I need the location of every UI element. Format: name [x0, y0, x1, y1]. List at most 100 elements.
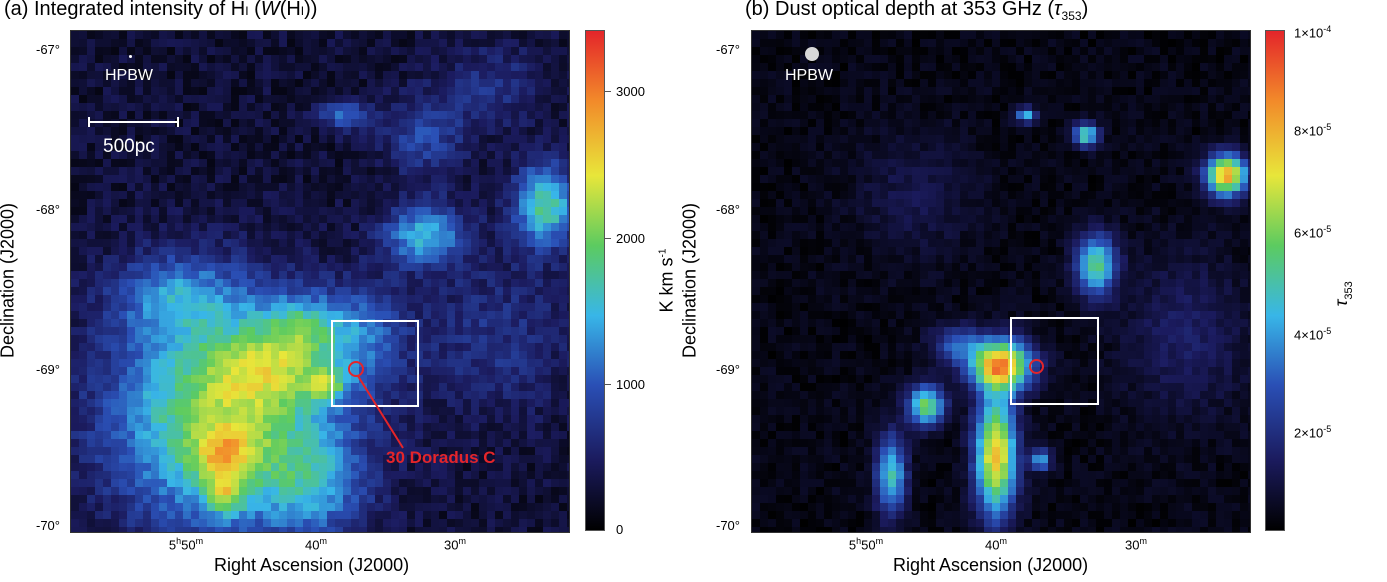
heatmap-cell	[503, 39, 511, 47]
heatmap-cell	[255, 415, 263, 423]
heatmap-cell	[535, 359, 543, 367]
heatmap-cell	[199, 31, 207, 39]
heatmap-cell	[135, 447, 143, 455]
heatmap-cell	[151, 487, 159, 495]
heatmap-cell	[976, 71, 984, 79]
heatmap-cell	[768, 39, 776, 47]
heatmap-cell	[527, 159, 535, 167]
heatmap-cell	[223, 39, 231, 47]
heatmap-cell	[175, 319, 183, 327]
heatmap-cell	[247, 39, 255, 47]
heatmap-cell	[79, 303, 87, 311]
heatmap-cell	[1112, 143, 1120, 151]
heatmap-cell	[816, 111, 824, 119]
heatmap-cell	[1064, 151, 1072, 159]
heatmap-cell	[135, 175, 143, 183]
heatmap-cell	[567, 95, 569, 103]
heatmap-cell	[359, 95, 367, 103]
heatmap-cell	[375, 39, 383, 47]
heatmap-cell	[135, 383, 143, 391]
heatmap-cell	[111, 319, 119, 327]
heatmap-cell	[1056, 47, 1064, 55]
heatmap-cell	[487, 55, 495, 63]
heatmap-cell	[135, 303, 143, 311]
heatmap-cell	[431, 183, 439, 191]
heatmap-cell	[135, 415, 143, 423]
heatmap-cell	[335, 87, 343, 95]
heatmap-cell	[407, 47, 415, 55]
heatmap-cell	[119, 55, 127, 63]
heatmap-cell	[551, 159, 559, 167]
heatmap-cell	[543, 223, 551, 231]
heatmap-cell	[287, 271, 295, 279]
heatmap-cell	[215, 495, 223, 503]
heatmap-cell	[551, 527, 559, 532]
heatmap-cell	[247, 135, 255, 143]
heatmap-cell	[327, 31, 335, 39]
heatmap-cell	[864, 143, 872, 151]
heatmap-cell	[111, 519, 119, 527]
heatmap-cell	[1192, 103, 1200, 111]
heatmap-cell	[535, 311, 543, 319]
heatmap-cell	[551, 471, 559, 479]
heatmap-cell	[183, 63, 191, 71]
heatmap-cell	[527, 143, 535, 151]
heatmap-cell	[1152, 103, 1160, 111]
heatmap-cell	[247, 415, 255, 423]
heatmap-cell	[543, 375, 551, 383]
heatmap-cell	[808, 63, 816, 71]
heatmap-cell	[263, 39, 271, 47]
heatmap-cell	[455, 303, 463, 311]
heatmap-cell	[792, 39, 800, 47]
heatmap-cell	[103, 391, 111, 399]
heatmap-cell	[1056, 119, 1064, 127]
heatmap-cell	[327, 95, 335, 103]
heatmap-cell	[431, 455, 439, 463]
heatmap-cell	[383, 167, 391, 175]
heatmap-cell	[495, 415, 503, 423]
heatmap-cell	[1136, 39, 1144, 47]
heatmap-cell	[920, 103, 928, 111]
heatmap-cell	[519, 231, 527, 239]
heatmap-cell	[119, 359, 127, 367]
heatmap-cell	[175, 247, 183, 255]
heatmap-cell	[231, 479, 239, 487]
heatmap-cell	[127, 103, 135, 111]
heatmap-cell	[335, 487, 343, 495]
heatmap-cell	[391, 303, 399, 311]
heatmap-cell	[567, 399, 569, 407]
heatmap-cell	[447, 55, 455, 63]
heatmap-cell	[263, 119, 271, 127]
heatmap-cell	[1200, 103, 1208, 111]
heatmap-cell	[343, 31, 351, 39]
heatmap-cell	[519, 503, 527, 511]
heatmap-cell	[167, 319, 175, 327]
heatmap-cell	[135, 487, 143, 495]
heatmap-cell	[1032, 127, 1040, 135]
heatmap-cell	[271, 367, 279, 375]
heatmap-cell	[1224, 111, 1232, 119]
heatmap-cell	[319, 383, 327, 391]
heatmap-cell	[511, 495, 519, 503]
heatmap-cell	[1096, 143, 1104, 151]
heatmap-cell	[279, 167, 287, 175]
heatmap-cell	[471, 167, 479, 175]
heatmap-cell	[231, 383, 239, 391]
heatmap-cell	[167, 263, 175, 271]
heatmap-cell	[167, 247, 175, 255]
heatmap-cell	[151, 431, 159, 439]
heatmap-cell	[1088, 151, 1096, 159]
heatmap-cell	[511, 447, 519, 455]
heatmap-cell	[143, 55, 151, 63]
heatmap-cell	[415, 471, 423, 479]
heatmap-cell	[119, 463, 127, 471]
heatmap-cell	[511, 503, 519, 511]
heatmap-cell	[295, 119, 303, 127]
heatmap-cell	[567, 279, 569, 287]
heatmap-cell	[423, 175, 431, 183]
heatmap-cell	[976, 143, 984, 151]
heatmap-cell	[279, 503, 287, 511]
heatmap-cell	[535, 55, 543, 63]
heatmap-cell	[535, 287, 543, 295]
heatmap-cell	[111, 487, 119, 495]
